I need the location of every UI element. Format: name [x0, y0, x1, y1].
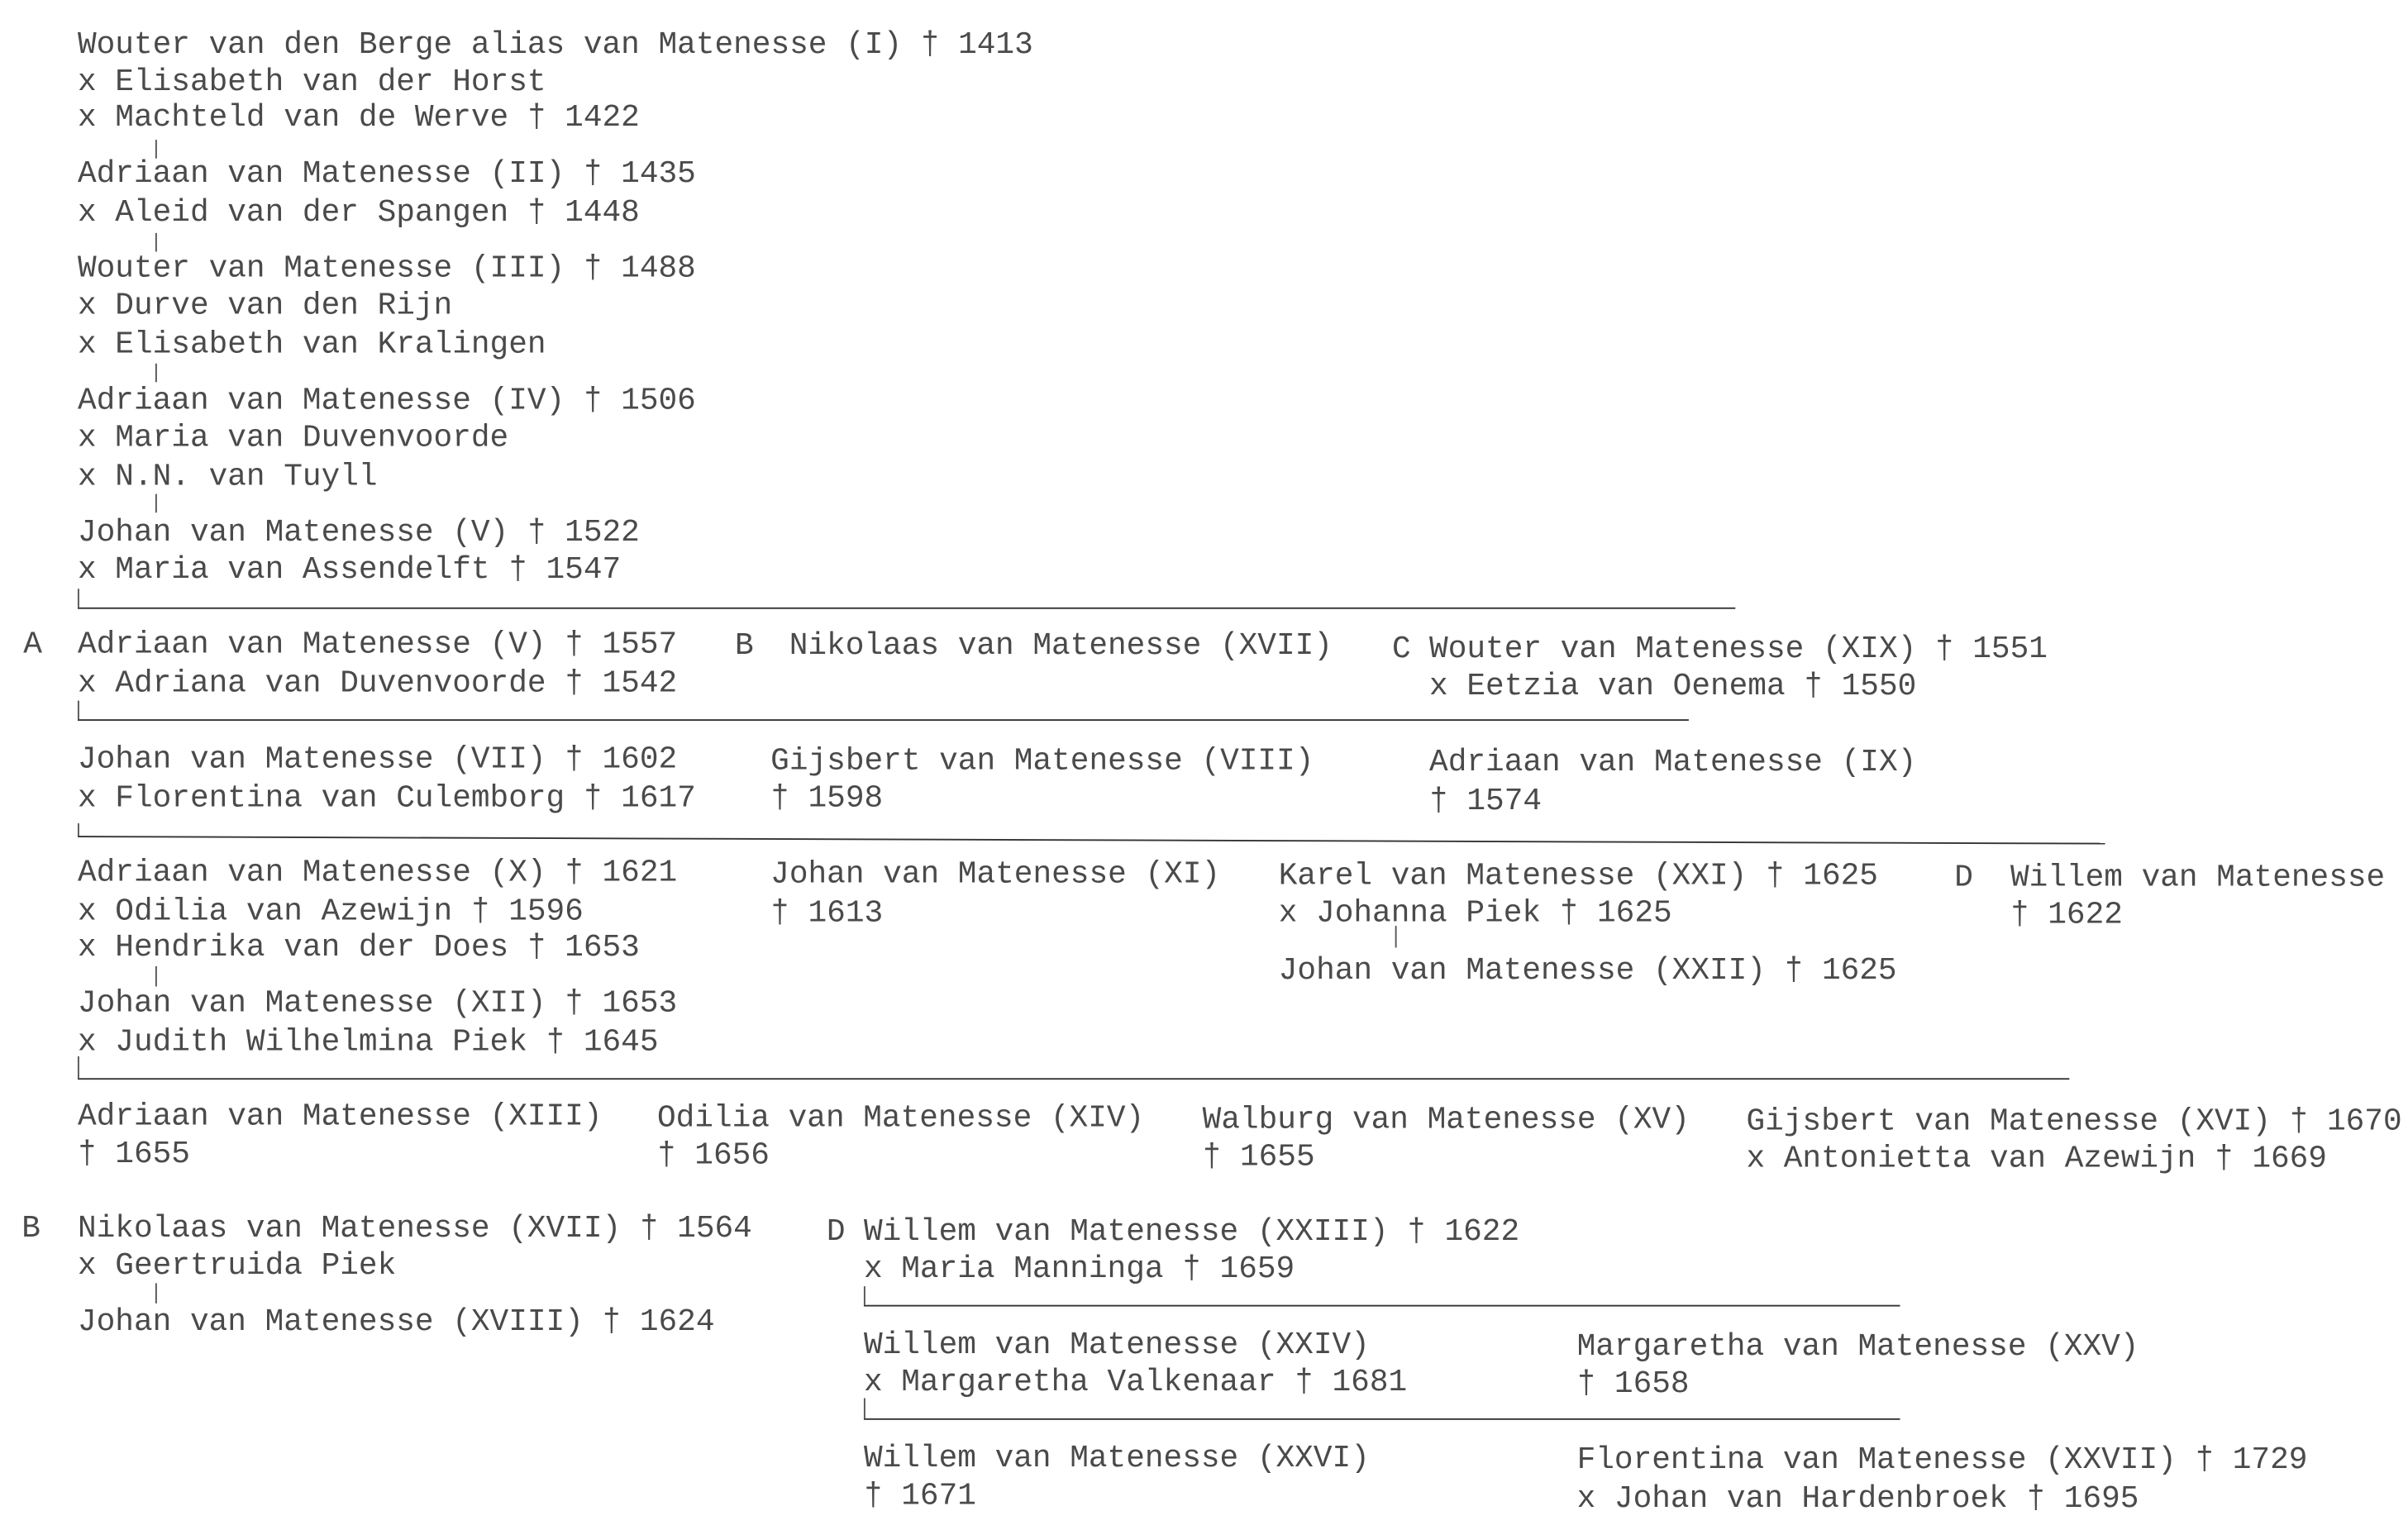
death-entry: † 1671	[863, 1479, 976, 1515]
death-entry: † 1658	[1576, 1366, 1690, 1404]
person-entry: Gijsbert van Matenesse (XVI) † 1670	[1746, 1104, 2402, 1141]
spouse-entry: x Johan van Hardenbroek † 1695	[1576, 1481, 2139, 1518]
spouse-entry: x Eetzia van Oenema † 1550	[1429, 670, 1917, 706]
spouse-entry: x Margaretha Valkenaar † 1681	[863, 1365, 1408, 1402]
person-entry: Odilia van Matenesse (XIV)	[656, 1101, 1145, 1137]
person-entry: Adriaan van Matenesse (XIII)	[77, 1099, 603, 1136]
spouse-entry: x Elisabeth van Kralingen	[77, 327, 546, 364]
descent-connector	[155, 363, 157, 383]
person-entry: Willem van Matenesse (XXIII) † 1622	[863, 1214, 1520, 1251]
spouse-entry: x Johanna Piek † 1625	[1278, 896, 1672, 932]
person-entry: Wouter van den Berge alias van Matenesse…	[77, 27, 1033, 64]
person-entry: Nikolaas van Matenesse (XVII)	[789, 629, 1333, 665]
person-entry: Walburg van Matenesse (XV)	[1202, 1103, 1690, 1139]
person-entry: Johan van Matenesse (XVIII) † 1624	[77, 1304, 715, 1341]
descent-connector	[155, 1283, 157, 1304]
death-entry: † 1574	[1429, 784, 1543, 821]
descent-connector	[155, 965, 157, 987]
sibling-line	[863, 1304, 1900, 1307]
spouse-entry: x Hendrika van der Does † 1653	[77, 930, 640, 966]
person-entry: Margaretha van Matenesse (XXV)	[1576, 1329, 2139, 1366]
death-entry: † 1655	[77, 1137, 190, 1173]
sibling-line	[77, 836, 2105, 845]
sibling-line	[77, 719, 1689, 722]
person-entry: Johan van Matenesse (XII) † 1653	[77, 986, 678, 1022]
sibling-line	[863, 1418, 1900, 1420]
person-entry: Johan van Matenesse (VII) † 1602	[77, 742, 678, 779]
death-entry: † 1598	[770, 781, 884, 817]
branch-label-b: B	[734, 629, 754, 665]
person-entry: Johan van Matenesse (V) † 1522	[77, 515, 640, 552]
descent-connector	[77, 589, 79, 608]
descent-connector	[77, 1056, 79, 1079]
spouse-entry: x Maria van Duvenvoorde	[77, 421, 509, 457]
sibling-line	[77, 607, 1736, 609]
person-entry: Nikolaas van Matenesse (XVII) † 1564	[77, 1211, 752, 1248]
spouse-entry: x Elisabeth van der Horst	[77, 64, 546, 102]
person-entry: Johan van Matenesse (XI)	[770, 857, 1221, 894]
sibling-line	[77, 1078, 2070, 1080]
spouse-entry: x Florentina van Culemborg † 1617	[77, 781, 696, 817]
spouse-entry: x N.N. van Tuyll	[77, 460, 378, 496]
spouse-entry: x Maria Manninga † 1659	[863, 1251, 1295, 1289]
spouse-entry: x Durve van den Rijn	[77, 288, 453, 325]
person-entry: Gijsbert van Matenesse (VIII)	[770, 744, 1314, 780]
spouse-entry: x Antonietta van Azewijn † 1669	[1746, 1142, 2327, 1178]
death-entry: † 1622	[2010, 898, 2123, 934]
descent-connector	[155, 232, 157, 252]
branch-label-a: A	[23, 627, 42, 664]
person-entry: Wouter van Matenesse (XIX) † 1551	[1429, 632, 2048, 669]
person-entry: Willem van Matenesse	[2010, 860, 2386, 897]
descent-connector	[1395, 926, 1397, 948]
spouse-entry: x Machteld van de Werve † 1422	[77, 101, 640, 137]
person-entry: Adriaan van Matenesse (V) † 1557	[77, 627, 678, 664]
descent-connector	[77, 700, 79, 720]
spouse-entry: x Aleid van der Spangen † 1448	[77, 195, 640, 232]
descent-connector	[155, 493, 157, 513]
spouse-entry: x Geertruida Piek	[77, 1249, 397, 1285]
descent-connector	[77, 823, 79, 836]
person-entry: Adriaan van Matenesse (II) † 1435	[77, 156, 696, 193]
person-entry: Florentina van Matenesse (XXVII) † 1729	[1576, 1442, 2308, 1480]
branch-label-d: D	[1954, 860, 1973, 897]
descent-connector	[863, 1398, 865, 1418]
person-entry: Adriaan van Matenesse (IX)	[1429, 746, 1917, 782]
person-entry: Karel van Matenesse (XXI) † 1625	[1278, 859, 1878, 895]
branch-label-b: B	[21, 1211, 41, 1248]
person-entry: Willem van Matenesse (XXIV)	[863, 1327, 1370, 1365]
person-entry: Johan van Matenesse (XXII) † 1625	[1278, 953, 1897, 990]
branch-label-c: C	[1391, 632, 1411, 669]
death-entry: † 1656	[656, 1138, 770, 1175]
spouse-entry: x Judith Wilhelmina Piek † 1645	[77, 1025, 659, 1061]
death-entry: † 1655	[1202, 1140, 1315, 1176]
spouse-entry: x Maria van Assendelft † 1547	[77, 553, 622, 589]
spouse-entry: x Odilia van Azewijn † 1596	[77, 894, 584, 931]
person-entry: Adriaan van Matenesse (IV) † 1506	[77, 384, 696, 420]
person-entry: Adriaan van Matenesse (X) † 1621	[77, 856, 678, 892]
descent-connector	[155, 140, 157, 159]
descent-connector	[863, 1286, 865, 1305]
spouse-entry: x Adriana van Duvenvoorde † 1542	[77, 666, 678, 703]
branch-label-d: D	[826, 1214, 846, 1251]
person-entry: Willem van Matenesse (XXVI)	[863, 1442, 1370, 1478]
death-entry: † 1613	[770, 896, 884, 932]
person-entry: Wouter van Matenesse (III) † 1488	[77, 251, 696, 288]
